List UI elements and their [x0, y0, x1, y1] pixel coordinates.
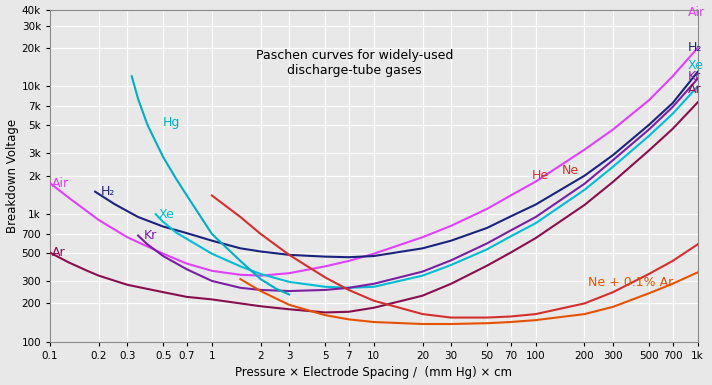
Text: Air: Air [52, 177, 69, 190]
Text: H₂: H₂ [100, 185, 115, 198]
Y-axis label: Breakdown Voltage: Breakdown Voltage [6, 119, 19, 233]
Text: Kr: Kr [688, 70, 701, 83]
Text: Xe: Xe [688, 59, 703, 72]
Text: Paschen curves for widely-used
discharge-tube gases: Paschen curves for widely-used discharge… [256, 49, 453, 77]
Text: Kr: Kr [144, 229, 157, 242]
Text: Ar: Ar [52, 246, 66, 259]
X-axis label: Pressure × Electrode Spacing /  (mm Hg) × cm: Pressure × Electrode Spacing / (mm Hg) ×… [236, 367, 513, 380]
Text: Ar: Ar [688, 83, 701, 96]
Text: Ne + 0.1% Ar: Ne + 0.1% Ar [588, 276, 673, 289]
Text: Air: Air [688, 6, 705, 19]
Text: Hg: Hg [163, 116, 181, 129]
Text: He: He [531, 169, 548, 182]
Text: Ne: Ne [562, 164, 579, 177]
Text: H₂: H₂ [688, 42, 702, 55]
Text: Xe: Xe [159, 208, 174, 221]
